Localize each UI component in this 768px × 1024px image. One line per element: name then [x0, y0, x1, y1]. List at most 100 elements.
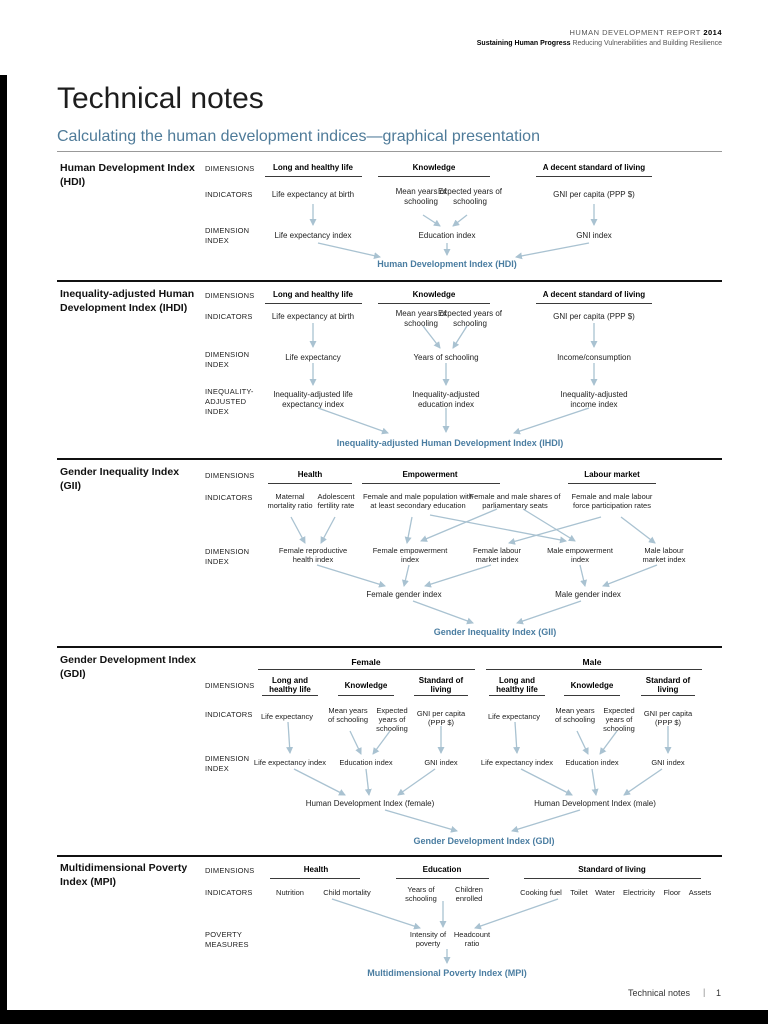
gii-indicator: Maternal mortality ratio [267, 492, 313, 510]
gdi-row-label-dimensions: DIMENSIONS [205, 681, 255, 690]
gii-result: Gender Inequality Index (GII) [433, 627, 557, 637]
gii-dimension-header: Labour market [584, 470, 640, 479]
dimension-underline [268, 483, 352, 484]
gdi-indicator: Expected years of schooling [603, 706, 635, 733]
ihdi-dimension-header: A decent standard of living [542, 290, 646, 299]
section-divider [57, 151, 722, 152]
mpi-indicator: Electricity [622, 888, 656, 897]
page-bottom-edge-bar [0, 1010, 768, 1024]
mpi-dimension-header: Health [303, 865, 329, 874]
dimension-underline [262, 695, 318, 696]
hdi-indicator: GNI per capita (PPP $) [553, 190, 635, 199]
mpi-row-label-poverty-measures: POVERTY MEASURES [205, 930, 249, 950]
page-title: Technical notes [57, 82, 264, 115]
footer-separator: | [703, 987, 706, 997]
gii-indicator: Female and male shares of parliamentary … [469, 492, 561, 510]
section-divider [57, 855, 722, 857]
gii-dimension-index: Female empowerment index [372, 546, 448, 564]
gii-indicator: Female and male labour force participati… [571, 492, 653, 510]
mpi-indicator: Toilet [570, 888, 588, 897]
hdi-row-label-dimension-index: DIMENSION INDEX [205, 226, 250, 246]
gii-gender-index: Female gender index [366, 590, 442, 599]
mpi-dimension-header: Standard of living [578, 865, 646, 874]
dimension-underline [414, 695, 468, 696]
page-subtitle: Calculating the human development indice… [57, 128, 540, 145]
gdi-group-header-female: Female [351, 657, 381, 667]
gdi-group-header-male: Male [582, 657, 602, 667]
dimension-underline [338, 695, 394, 696]
dimension-underline [396, 878, 489, 879]
page-left-edge-bar [0, 75, 7, 1024]
mpi-poverty-measure: Headcount ratio [453, 930, 491, 948]
gdi-hdi-female: Human Development Index (female) [305, 799, 435, 808]
gdi-dimension-header: Long and healthy life [269, 676, 311, 695]
gdi-indicator: Expected years of schooling [376, 706, 408, 733]
gii-row-label-dimensions: DIMENSIONS [205, 471, 255, 480]
gii-dimension-index: Female labour market index [473, 546, 521, 564]
gdi-row-label-indicators: INDICATORS [205, 710, 253, 719]
ihdi-result: Inequality-adjusted Human Development In… [336, 438, 564, 448]
ihdi-adjusted-index: Inequality-adjusted income index [560, 390, 628, 409]
mpi-indicator: Assets [688, 888, 712, 897]
mpi-indicator: Water [595, 888, 615, 897]
mpi-indicator: Cooking fuel [520, 888, 562, 897]
mpi-indicator: Floor [663, 888, 681, 897]
dimension-underline [536, 176, 652, 177]
footer-section-label: Technical notes [627, 988, 690, 998]
hdi-result: Human Development Index (HDI) [377, 259, 517, 269]
gii-row-label-indicators: INDICATORS [205, 493, 253, 502]
gii-dimension-header: Empowerment [402, 470, 458, 479]
hdi-dimension-index: Education index [418, 231, 476, 240]
ihdi-dimension-header: Long and healthy life [272, 290, 353, 299]
hdi-dimension-index: GNI index [576, 231, 612, 240]
dimension-underline [536, 303, 652, 304]
gdi-dimension-header: Long and healthy life [496, 676, 538, 695]
hdi-dimension-index: Life expectancy index [274, 231, 352, 240]
ihdi-adjusted-index: Inequality-adjusted education index [412, 390, 480, 409]
dimension-underline [641, 695, 695, 696]
gdi-hdi-male: Human Development Index (male) [534, 799, 656, 808]
dimension-underline [378, 176, 490, 177]
footer-page-number: 1 [716, 988, 722, 998]
dimension-underline [362, 483, 500, 484]
group-underline [258, 669, 475, 670]
gdi-dimension-index: Life expectancy index [480, 758, 554, 767]
report-name: HUMAN DEVELOPMENT REPORT [569, 28, 701, 37]
gii-gender-index: Male gender index [555, 590, 621, 599]
gii-indicator: Female and male population with at least… [362, 492, 474, 510]
hdi-indicator: Life expectancy at birth [271, 190, 355, 199]
mpi-indicator: Children enrolled [455, 885, 483, 903]
ihdi-adjusted-index: Inequality-adjusted life expectancy inde… [273, 390, 353, 409]
section-divider [57, 280, 722, 282]
hdi-row-label-dimensions: DIMENSIONS [205, 164, 255, 173]
ihdi-dimension-index: Income/consumption [557, 353, 631, 362]
ihdi-indicator: GNI per capita (PPP $) [553, 312, 635, 321]
gdi-dimension-header: Knowledge [344, 681, 388, 690]
hdi-dimension-header: Knowledge [412, 163, 456, 172]
gdi-dimension-index: Life expectancy index [253, 758, 327, 767]
group-underline [486, 669, 702, 670]
mpi-result: Multidimensional Poverty Index (MPI) [367, 968, 527, 978]
gdi-indicator: Mean years of schooling [554, 706, 596, 724]
ihdi-row-label-dimensions: DIMENSIONS [205, 291, 255, 300]
gdi-dimension-index: Education index [565, 758, 619, 767]
ihdi-indicator: Life expectancy at birth [271, 312, 355, 321]
ihdi-section-title: Inequality-adjusted Human Development In… [60, 288, 195, 314]
mpi-poverty-measure: Intensity of poverty [409, 930, 447, 948]
dimension-underline [378, 303, 490, 304]
report-year: 2014 [703, 28, 722, 37]
ihdi-row-label-indicators: INDICATORS [205, 312, 253, 321]
gdi-dimension-header: Standard of living [418, 676, 464, 695]
mpi-indicator: Years of schooling [405, 885, 437, 903]
hdi-dimension-header: Long and healthy life [272, 163, 353, 172]
gii-dimension-index: Male labour market index [642, 546, 686, 564]
report-tagline-bold: Sustaining Human Progress [476, 40, 571, 47]
dimension-underline [265, 303, 362, 304]
dimension-underline [524, 878, 701, 879]
ihdi-row-label-dimension-index: DIMENSION INDEX [205, 350, 250, 370]
gdi-indicator: GNI per capita (PPP $) [643, 709, 693, 727]
hdi-section-title: Human Development Index (HDI) [60, 162, 195, 188]
mpi-indicator: Child mortality [323, 888, 371, 897]
gdi-indicator: GNI per capita (PPP $) [416, 709, 466, 727]
